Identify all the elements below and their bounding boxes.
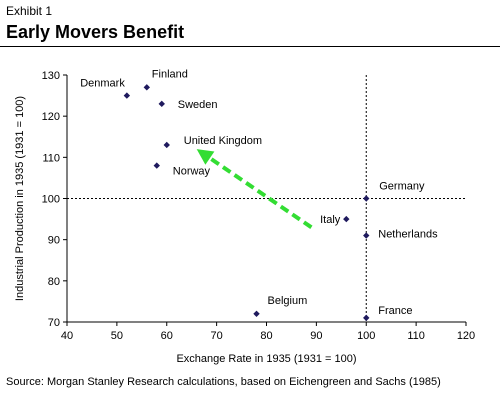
y-tick-label: 90	[48, 235, 60, 247]
arrow-shaft	[208, 156, 313, 229]
data-point-marker	[158, 100, 165, 108]
data-point-marker	[163, 141, 170, 149]
x-tick-label: 120	[457, 330, 475, 342]
data-point-marker	[363, 232, 370, 239]
data-point-label: France	[378, 305, 412, 317]
data-point-label: Sweden	[178, 99, 218, 111]
reference-lines	[67, 75, 466, 322]
exhibit-label: Exhibit 1	[6, 4, 53, 18]
x-tick-label: 70	[211, 330, 223, 342]
data-points: Finland Denmark Sweden United Kingdom Norway…	[80, 68, 438, 322]
data-point-label: Denmark	[80, 78, 125, 90]
data-point-marker	[253, 310, 260, 317]
chart-axes: 40 50 60 70 80 90 100 110 120 70 80 90 100 110 120 130	[42, 70, 476, 342]
data-point-marker	[363, 314, 370, 322]
x-tick-label: 50	[111, 330, 123, 342]
data-point-label: Belgium	[268, 295, 308, 307]
x-tick-label: 110	[407, 330, 425, 342]
data-point-label: Germany	[379, 181, 425, 193]
data-point-marker	[143, 84, 150, 91]
x-tick-label: 80	[260, 330, 272, 342]
data-point-marker	[153, 162, 160, 169]
x-tick-label: 40	[61, 330, 73, 342]
x-tick-label: 100	[357, 330, 375, 342]
chart-title: Early Movers Benefit	[6, 22, 185, 42]
trend-arrow	[196, 149, 313, 229]
data-point-label: Netherlands	[378, 229, 438, 241]
y-axis-title: Industrial Production in 1935 (1931 = 10…	[14, 96, 26, 301]
x-tick-label: 90	[310, 330, 322, 342]
data-point-label: Finland	[152, 68, 188, 80]
y-tick-label: 110	[42, 152, 60, 164]
y-tick-label: 80	[48, 276, 60, 288]
y-tick-label: 120	[42, 111, 60, 123]
data-point-label: Italy	[320, 214, 341, 226]
title-divider	[0, 46, 500, 47]
data-point-marker	[343, 215, 350, 223]
y-tick-label: 70	[48, 317, 60, 329]
x-tick-label: 60	[161, 330, 173, 342]
axis-labels: Exchange Rate in 1935 (1931 = 100) Indust…	[14, 96, 357, 365]
x-axis-title: Exchange Rate in 1935 (1931 = 100)	[176, 353, 356, 365]
y-tick-label: 100	[42, 194, 60, 206]
y-tick-label: 130	[42, 70, 60, 82]
source-note: Source: Morgan Stanley Research calculat…	[6, 376, 441, 388]
data-point-marker	[363, 195, 370, 202]
scatter-chart: 40 50 60 70 80 90 100 110 120708090100110120130 …	[14, 68, 476, 365]
arrow-head	[196, 149, 215, 165]
data-point-marker	[123, 92, 131, 99]
data-point-label: Norway	[173, 166, 211, 178]
data-point-label: United Kingdom	[184, 135, 262, 147]
